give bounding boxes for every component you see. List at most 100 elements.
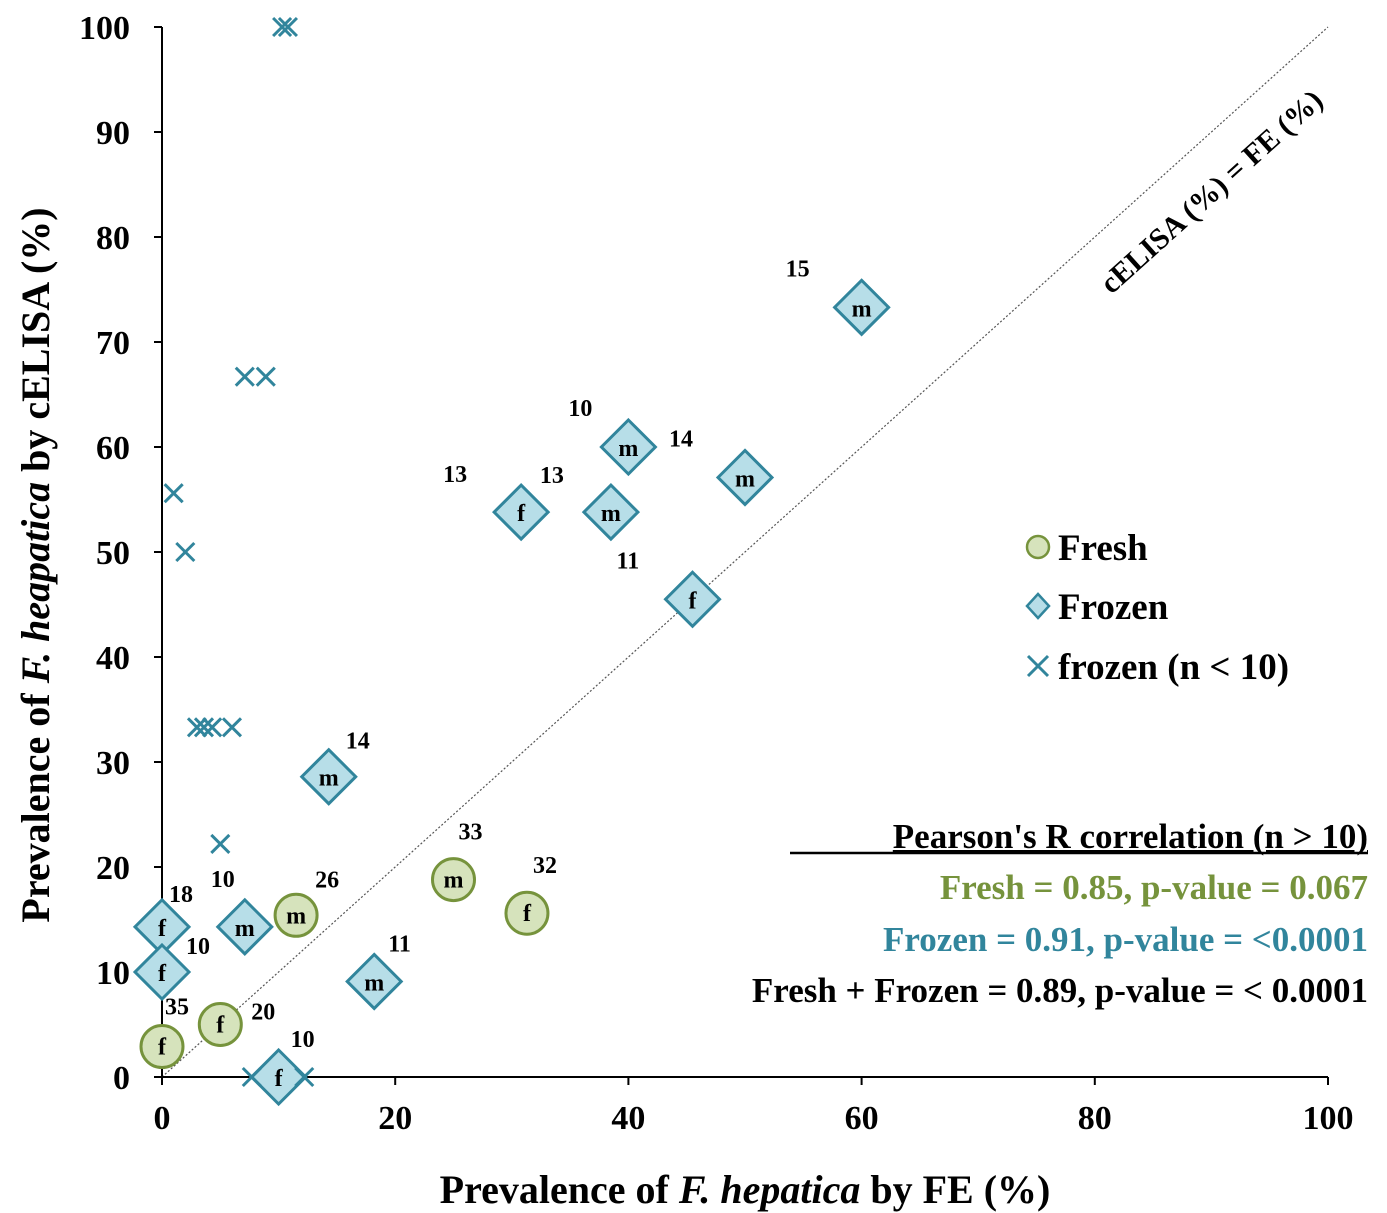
- fresh-point-count: 33: [459, 820, 483, 846]
- frozen-point-count: 14: [346, 729, 370, 755]
- frozen-point-label: m: [852, 296, 872, 322]
- stats-fresh: Fresh = 0.85, p-value = 0.067: [940, 868, 1368, 907]
- fresh-point-count: 26: [315, 867, 339, 893]
- frozen-small-n-point: [241, 1066, 262, 1088]
- fresh-point: [139, 1024, 185, 1070]
- frozen-small-n-point: [221, 717, 243, 738]
- legend-fresh-marker: [1025, 534, 1051, 560]
- x-tick-label: 40: [611, 1100, 645, 1137]
- frozen-point: [832, 278, 891, 337]
- frozen-point-label: m: [364, 970, 384, 996]
- x-tick-label: 20: [378, 1100, 412, 1137]
- y-tick-label: 80: [96, 220, 130, 257]
- frozen-point-count: 13: [443, 462, 467, 488]
- correlation-stats: Pearson's R correlation (n > 10) Fresh =…: [752, 817, 1368, 1010]
- legend-frozen-small-label: frozen (n < 10): [1058, 647, 1289, 688]
- frozen-point: [663, 570, 722, 629]
- frozen-small-n-point: [193, 717, 215, 738]
- fresh-point-label: f: [523, 901, 532, 927]
- y-axis-title-prefix: Prevalence of: [13, 683, 58, 922]
- x-tick-label: 80: [1078, 1100, 1112, 1137]
- frozen-small-n-point: [202, 717, 223, 738]
- frozen-point-label: m: [235, 916, 255, 942]
- frozen-small-n-point: [277, 16, 298, 38]
- frozen-point-count: 10: [568, 396, 592, 422]
- y-tick-label: 0: [113, 1060, 130, 1097]
- frozen-point-count: 10: [211, 867, 235, 893]
- frozen-point: [215, 897, 274, 956]
- fresh-point-count: 35: [165, 995, 189, 1021]
- y-axis-title-italic: F. heapatica: [13, 482, 58, 685]
- frozen-point-label: f: [158, 916, 167, 942]
- fresh-point: [431, 857, 476, 903]
- frozen-point-label: f: [689, 588, 698, 614]
- y-tick-label: 10: [96, 955, 130, 992]
- frozen-point: [492, 482, 551, 542]
- frozen-point-label: f: [517, 501, 526, 527]
- frozen-point-label: m: [618, 436, 638, 462]
- frozen-point-label: m: [735, 466, 755, 492]
- identity-line: [161, 26, 1329, 1078]
- y-tick-label: 50: [96, 535, 130, 572]
- frozen-point: [581, 482, 641, 542]
- fresh-point-label: m: [286, 903, 306, 929]
- frozen-point-count: 10: [291, 1027, 315, 1053]
- frozen-small-n-point: [175, 541, 196, 563]
- x-axis-title-italic: F. hepatica: [678, 1167, 861, 1212]
- x-tick-label: 60: [845, 1100, 879, 1137]
- frozen-point-count: 18: [169, 882, 193, 908]
- x-axis-title-prefix: Prevalence of: [440, 1167, 679, 1212]
- frozen-small-n-point: [163, 483, 184, 504]
- y-tick-label: 30: [96, 745, 130, 782]
- legend-fresh-label: Fresh: [1058, 528, 1148, 569]
- legend-frozen-small-marker: [1026, 654, 1050, 678]
- frozen-point: [299, 747, 358, 806]
- frozen-point-count: 14: [669, 426, 693, 452]
- frozen-point-label: m: [601, 501, 621, 527]
- frozen-point-count: 15: [786, 256, 810, 282]
- y-axis-ticks: 0 10 20 30 40 50 60 70 80 90 100: [79, 10, 162, 1097]
- frozen-point-label: f: [158, 961, 167, 987]
- fresh-point-count: 32: [533, 853, 557, 879]
- y-axis-title-suffix: by cELISA (%): [13, 207, 58, 482]
- fresh-point: [197, 1002, 243, 1047]
- y-tick-label: 20: [96, 850, 130, 887]
- frozen-small-n-point: [272, 16, 293, 38]
- y-tick-label: 90: [96, 115, 130, 152]
- frozen-small-n-point: [234, 366, 255, 387]
- fresh-point-label: m: [444, 868, 464, 894]
- frozen-small-n-point: [294, 1066, 315, 1088]
- frozen-point: [345, 952, 404, 1011]
- frozen-small-n-point: [255, 366, 276, 387]
- frozen-point: [599, 417, 658, 477]
- fresh-point: [504, 890, 550, 936]
- frozen-point-label: f: [275, 1066, 284, 1092]
- fresh-point-label: f: [158, 1035, 167, 1061]
- identity-line-label: cELISA (%) = FE (%): [1094, 84, 1329, 301]
- frozen-point-count: 13: [540, 463, 564, 489]
- y-axis-title: Prevalence of F. heapatica by cELISA (%): [13, 207, 58, 922]
- stats-combined: Fresh + Frozen = 0.89, p-value = < 0.000…: [752, 971, 1368, 1010]
- frozen-point-label: m: [319, 766, 339, 792]
- frozen-small-n-point: [186, 717, 208, 738]
- frozen-point: [132, 942, 192, 1002]
- frozen-small-n-point: [210, 833, 231, 854]
- y-tick-label: 40: [96, 640, 130, 677]
- frozen-point-count: 11: [617, 548, 640, 574]
- x-tick-label: 100: [1303, 1100, 1354, 1137]
- x-axis-ticks: 0 20 40 60 80 100: [154, 1077, 1354, 1137]
- stats-title: Pearson's R correlation (n > 10): [893, 817, 1368, 856]
- x-axis-title: Prevalence of F. hepatica by FE (%): [440, 1167, 1051, 1212]
- x-axis-title-suffix: by FE (%): [860, 1167, 1050, 1212]
- legend-frozen-marker: [1025, 592, 1051, 620]
- stats-frozen: Frozen = 0.91, p-value = <0.0001: [883, 920, 1368, 959]
- x-tick-label: 0: [154, 1100, 171, 1137]
- frozen-point: [715, 448, 775, 507]
- fresh-point-label: f: [216, 1013, 225, 1039]
- y-tick-label: 70: [96, 325, 130, 362]
- frozen-point-count: 11: [388, 931, 411, 957]
- frozen-point-count: 10: [186, 934, 210, 960]
- fresh-point-count: 20: [251, 1000, 275, 1026]
